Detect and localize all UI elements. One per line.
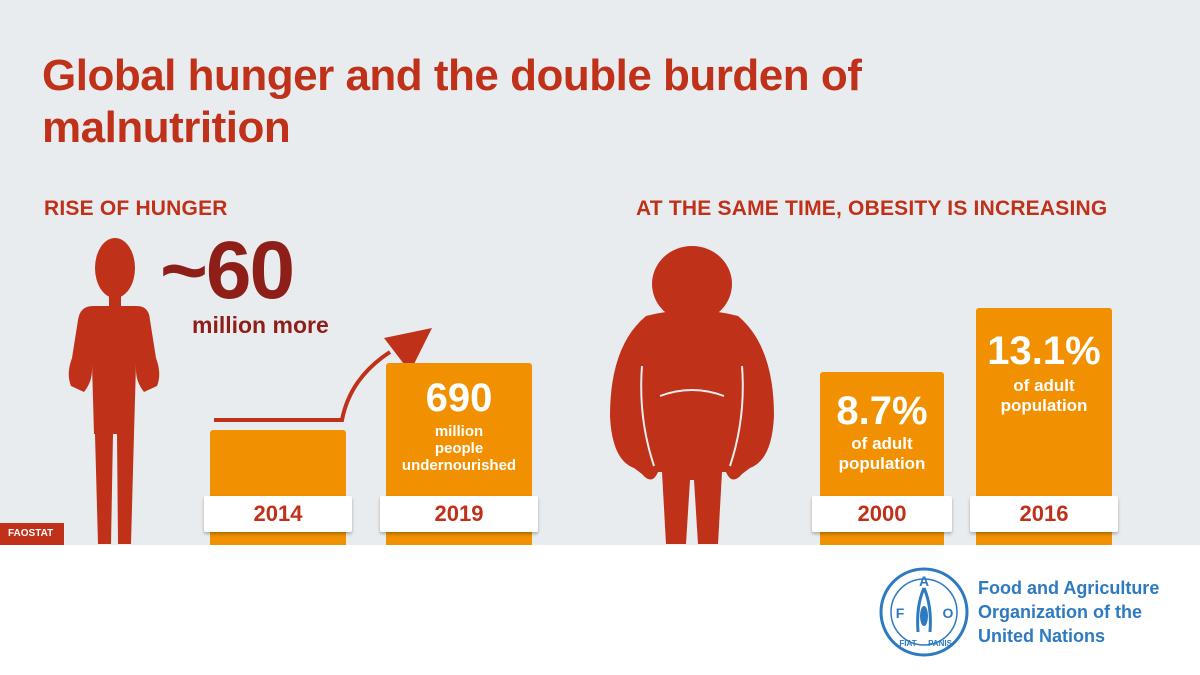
bar-desc-line: people [434,440,484,457]
bar-desc-line: undernourished [401,457,517,474]
obese-person-icon [610,246,774,544]
year-label-2019: 2019 [380,496,538,532]
bar-desc-line: population [838,454,926,473]
emblem-motto: PANIS [928,639,953,648]
page-title: Global hunger and the double burden of m… [42,51,862,152]
hunger-increase-label: million more [192,312,329,338]
footer-band [0,545,1200,675]
bar-desc-line: of adult [851,434,913,453]
bar-desc-line: of adult [1013,376,1075,395]
bar-desc-line: million [434,423,484,440]
hunger-increase-value: ~60 [160,225,295,316]
fao-emblem-icon: F A O FIAT PANIS [879,567,969,657]
emblem-letter: F [896,605,905,621]
emblem-letter: A [919,573,929,589]
trend-arrow-icon [214,328,432,422]
year-label-2016: 2016 [970,496,1118,532]
fao-name-line: Organization of the [978,602,1142,622]
thin-person-icon [68,238,160,544]
year-label-2000: 2000 [812,496,952,532]
fao-name-line: United Nations [978,626,1106,646]
obesity-heading: AT THE SAME TIME, OBESITY IS INCREASING [636,197,1108,220]
bar-value-2016: 13.1% [987,329,1101,373]
emblem-letter: O [943,605,954,621]
hunger-heading: RISE OF HUNGER [44,197,228,220]
bar-value-2019: 690 [425,376,493,420]
emblem-motto: FIAT [899,639,916,648]
year-label-2014: 2014 [204,496,352,532]
bar-value-2000: 8.7% [836,389,928,433]
fao-name-line: Food and Agriculture [978,578,1160,598]
source-badge: FAOSTAT [0,523,64,545]
fao-name: Food and Agriculture Organization of the… [978,576,1159,648]
bar-desc-line: population [1000,396,1088,415]
